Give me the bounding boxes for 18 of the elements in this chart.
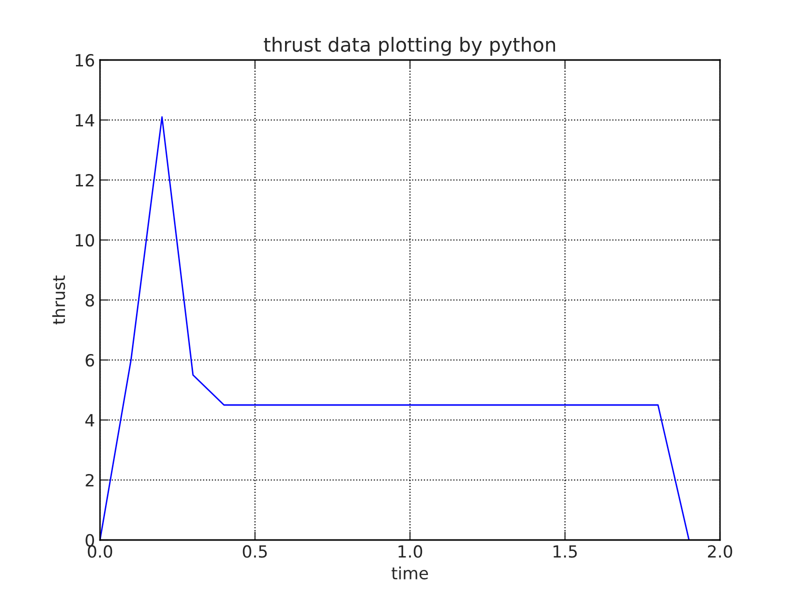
x-tick-label: 2.0 bbox=[708, 545, 732, 558]
y-tick-label: 12 bbox=[76, 174, 94, 186]
x-axis-title: time bbox=[392, 566, 428, 580]
y-tick-label: 14 bbox=[76, 114, 94, 126]
y-tick-label: 8 bbox=[86, 294, 94, 307]
y-tick-label: 10 bbox=[76, 234, 94, 247]
y-tick-label: 0 bbox=[86, 534, 94, 547]
y-tick-label: 16 bbox=[76, 54, 94, 67]
x-tick-label: 1.0 bbox=[398, 545, 422, 558]
line-series bbox=[100, 116, 690, 540]
x-tick-label: 1.5 bbox=[554, 545, 577, 558]
chart-title: thrust data plotting by python bbox=[264, 36, 556, 56]
y-axis-title: thrust bbox=[52, 276, 66, 324]
x-tick-label: 0.5 bbox=[242, 545, 267, 558]
y-tick-label: 6 bbox=[86, 354, 94, 367]
y-tick-label: 2 bbox=[86, 474, 94, 486]
x-tick-label: 0.0 bbox=[88, 545, 112, 558]
y-tick-label: 4 bbox=[85, 414, 94, 426]
